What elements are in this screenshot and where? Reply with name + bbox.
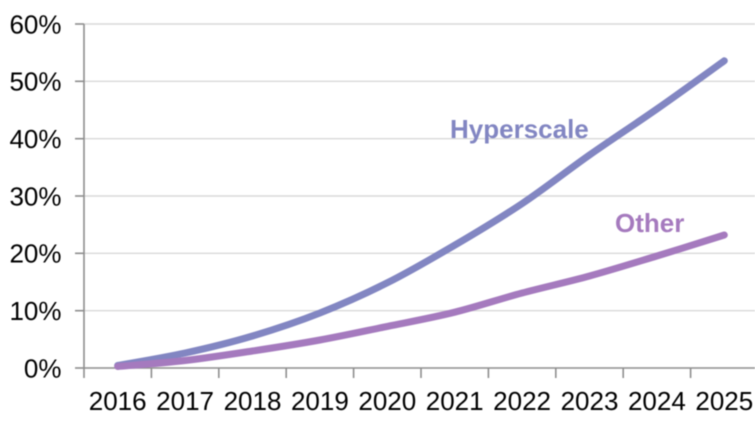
svg-text:2018: 2018 [224, 386, 282, 416]
svg-text:30%: 30% [9, 181, 61, 211]
svg-text:20%: 20% [9, 239, 61, 269]
svg-text:2020: 2020 [358, 386, 416, 416]
svg-text:2021: 2021 [426, 386, 484, 416]
svg-text:2016: 2016 [89, 386, 147, 416]
svg-text:Other: Other [615, 208, 684, 238]
svg-text:40%: 40% [9, 124, 61, 154]
svg-text:2024: 2024 [628, 386, 686, 416]
svg-text:10%: 10% [9, 296, 61, 326]
svg-text:50%: 50% [9, 67, 61, 97]
svg-text:2025: 2025 [695, 386, 753, 416]
svg-text:Hyperscale: Hyperscale [450, 114, 589, 144]
svg-text:2019: 2019 [291, 386, 349, 416]
svg-text:60%: 60% [9, 9, 61, 39]
svg-text:0%: 0% [24, 353, 62, 383]
svg-text:2023: 2023 [561, 386, 619, 416]
svg-text:2017: 2017 [156, 386, 214, 416]
svg-text:2022: 2022 [493, 386, 551, 416]
